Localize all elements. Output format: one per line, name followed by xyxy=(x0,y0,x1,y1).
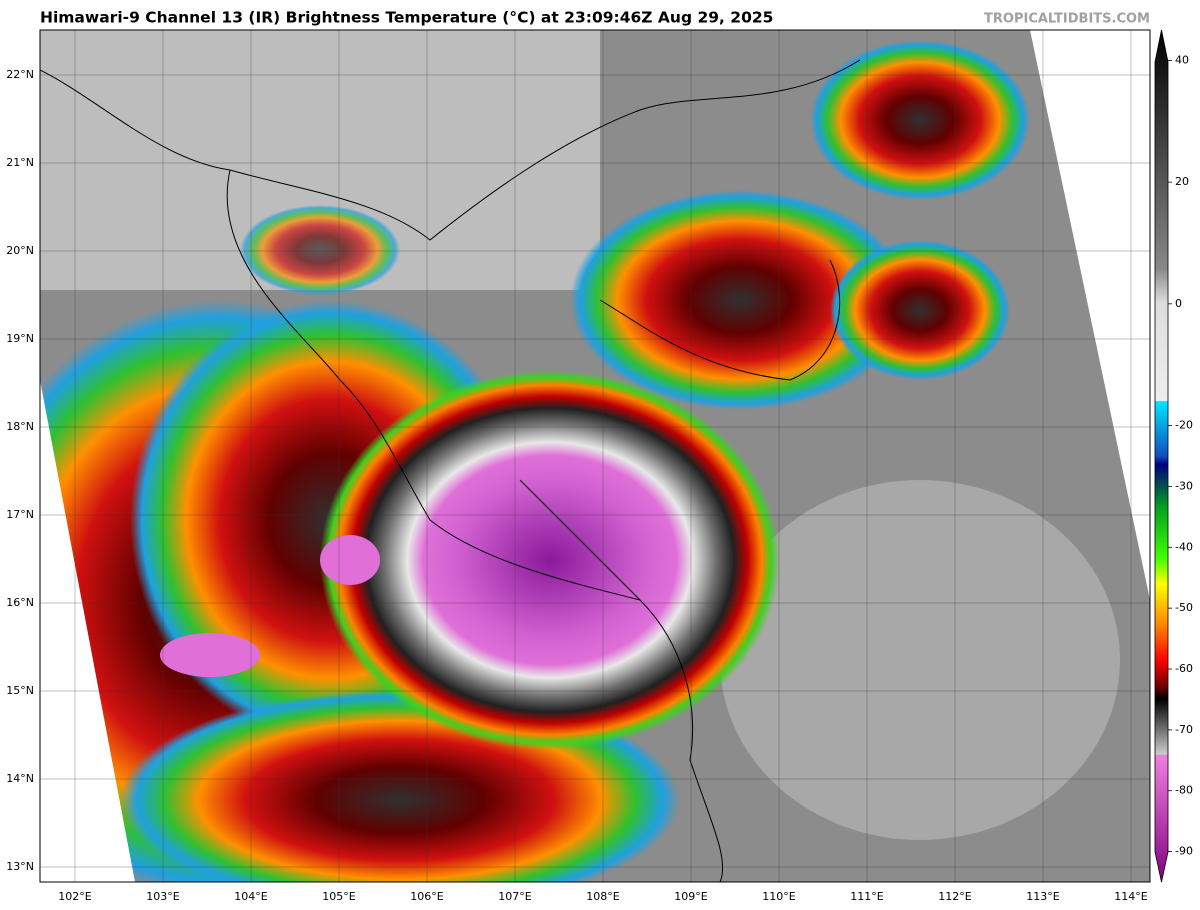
convective-region xyxy=(810,40,1030,200)
longitude-label: 102°E xyxy=(58,890,91,903)
longitude-label: 112°E xyxy=(938,890,971,903)
longitude-label: 105°E xyxy=(322,890,355,903)
latitude-label: 20°N xyxy=(6,244,34,257)
storm-core xyxy=(320,370,780,750)
colorbar xyxy=(1154,29,1169,883)
colorbar-tick-label: -90 xyxy=(1175,845,1193,858)
colorbar-tick-label: -60 xyxy=(1175,662,1193,675)
convective-region xyxy=(830,240,1010,380)
longitude-label: 103°E xyxy=(146,890,179,903)
colorbar-tick-label: 0 xyxy=(1175,297,1182,310)
latitude-label: 19°N xyxy=(6,332,34,345)
cold-top xyxy=(320,535,380,585)
latitude-label: 14°N xyxy=(6,772,34,785)
latitude-label: 16°N xyxy=(6,596,34,609)
axis-labels: 22°N 21°N 20°N 19°N 18°N 17°N 16°N 15°N 14°N 13°N… xyxy=(6,53,1193,903)
longitude-label: 114°E xyxy=(1114,890,1147,903)
colorbar-tick-label: -20 xyxy=(1175,419,1193,432)
colorbar-tick-label: 20 xyxy=(1175,175,1189,188)
longitude-label: 111°E xyxy=(850,890,883,903)
no-data xyxy=(40,30,135,882)
latitude-label: 15°N xyxy=(6,684,34,697)
longitude-label: 107°E xyxy=(498,890,531,903)
colorbar-tick-label: -30 xyxy=(1175,479,1193,492)
latitude-label: 17°N xyxy=(6,508,34,521)
colorbar-tick-label: -70 xyxy=(1175,723,1193,736)
latitude-label: 13°N xyxy=(6,860,34,873)
convective-region xyxy=(570,190,910,410)
longitude-label: 104°E xyxy=(234,890,267,903)
longitude-label: 109°E xyxy=(674,890,707,903)
satellite-imagery xyxy=(40,30,1150,882)
longitude-label: 108°E xyxy=(586,890,619,903)
latitude-label: 18°N xyxy=(6,420,34,433)
longitude-label: 113°E xyxy=(1026,890,1059,903)
longitude-label: 110°E xyxy=(762,890,795,903)
graticule xyxy=(40,30,1150,882)
coastline xyxy=(40,59,861,882)
cold-top xyxy=(160,633,260,677)
latitude-label: 22°N xyxy=(6,68,34,81)
colorbar-tick-label: 40 xyxy=(1175,53,1189,66)
longitude-label: 106°E xyxy=(410,890,443,903)
credit: TROPICALTIDBITS.COM xyxy=(984,12,1150,27)
colorbar-tick-label: -50 xyxy=(1175,601,1193,614)
latitude-label: 21°N xyxy=(6,156,34,169)
colorbar-tick-label: -80 xyxy=(1175,784,1193,797)
cloud-field xyxy=(720,480,1120,840)
colorbar-tick-label: -40 xyxy=(1175,540,1193,553)
map-frame xyxy=(39,29,1151,883)
title: Himawari-9 Channel 13 (IR) Brightness Te… xyxy=(40,9,773,27)
convective-region xyxy=(240,205,400,295)
no-data xyxy=(1030,30,1150,600)
